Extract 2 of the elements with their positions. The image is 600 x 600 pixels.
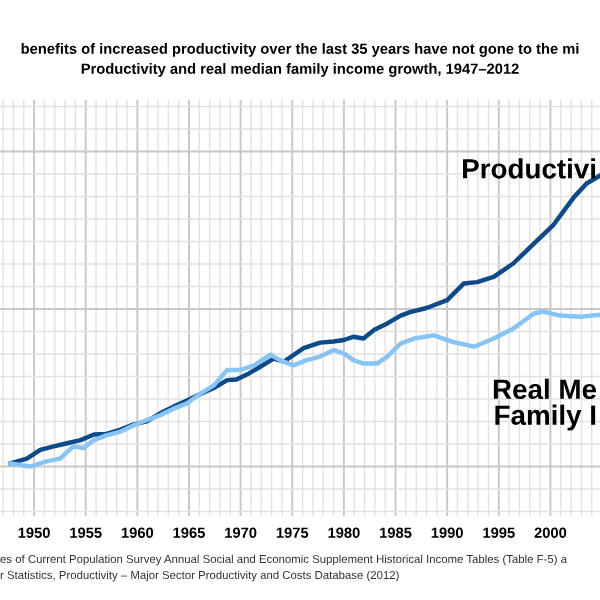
series-label: Real Me Family I: [493, 378, 597, 431]
series-label: Productivi: [463, 158, 596, 179]
